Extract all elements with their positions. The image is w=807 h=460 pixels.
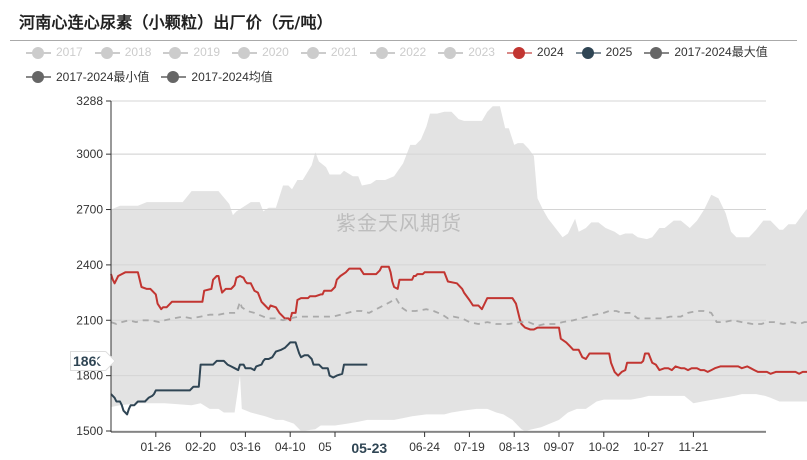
legend-label: 2021 (330, 45, 358, 59)
legend-marker-icon (26, 46, 51, 60)
legend-marker-icon (161, 70, 187, 84)
legend-marker-icon (575, 46, 601, 60)
legend-label: 2020 (262, 45, 289, 59)
legend-label: 2017-2024最大值 (674, 45, 768, 59)
watermark: 紫金天风期货 (336, 213, 462, 235)
legend-label: 2017-2024均值 (191, 69, 273, 84)
legend-item-2017-2024最大值[interactable]: 2017-2024最大值 (644, 42, 768, 63)
x-tick-label: 02-20 (185, 440, 216, 454)
title-divider (10, 40, 797, 41)
legend-item-2017[interactable]: 2017 (26, 42, 83, 63)
y-tick-label: 3000 (76, 147, 103, 161)
legend-marker-icon (26, 70, 51, 84)
legend-label: 2019 (193, 45, 221, 59)
x-tick-label: 01-26 (140, 440, 171, 454)
legend-item-2017-2024均值[interactable]: 2017-2024均值 (161, 67, 273, 88)
x-tick-label: 07-19 (454, 440, 485, 454)
legend-item-2024[interactable]: 2024 (506, 42, 564, 63)
legend-item-2021[interactable]: 2021 (300, 42, 358, 63)
legend-label: 2017 (56, 45, 83, 59)
legend-item-2017-2024最小值[interactable]: 2017-2024最小值 (26, 67, 149, 88)
legend-item-2020[interactable]: 2020 (232, 42, 289, 63)
legend-label: 2023 (468, 45, 495, 59)
legend-label: 2018 (124, 45, 152, 59)
y-tick-label: 2700 (76, 203, 103, 217)
legend-item-2023[interactable]: 2023 (438, 42, 495, 63)
series-line-2024[interactable] (110, 265, 807, 396)
legend-marker-icon (438, 46, 464, 60)
x-tick-label: 03-16 (230, 440, 261, 454)
y-tick-label: 2100 (76, 313, 103, 327)
chart-legend: 2017 2018 2019 2020 2021 2022 2023 2024 2025 2017… (26, 42, 806, 91)
series-line-2025[interactable] (110, 341, 368, 416)
legend-item-2018[interactable]: 2018 (94, 42, 152, 63)
legend-marker-icon (369, 46, 395, 60)
legend-label: 2022 (399, 45, 427, 59)
legend-marker-icon (163, 46, 189, 60)
x-tick-label: 05 (318, 440, 332, 454)
legend-marker-icon (506, 46, 532, 60)
legend-marker-icon (644, 46, 670, 60)
legend-item-2025[interactable]: 2025 (575, 42, 633, 63)
legend-marker-icon (232, 46, 258, 60)
y-tick-label: 1500 (76, 424, 103, 438)
x-tick-label: 06-24 (409, 440, 440, 454)
legend-label: 2025 (605, 45, 633, 59)
x-tick-label: 09-07 (544, 440, 575, 454)
y-tick-label: 1800 (76, 369, 103, 383)
legend-marker-icon (300, 46, 326, 60)
y-tick-label: 3288 (76, 94, 103, 108)
y-tick-label: 2400 (76, 258, 103, 272)
chart-title: 河南心连心尿素（小颗粒）出厂价（元/吨） (19, 13, 333, 32)
x-tick-label: 11-21 (678, 440, 708, 454)
legend-item-2019[interactable]: 2019 (163, 42, 220, 63)
x-tick-label: 10-27 (633, 440, 664, 454)
x-axis-pointer-label: 05-23 (351, 440, 387, 456)
y-axis-pointer-label: 1860 (70, 351, 107, 371)
legend-label: 2024 (536, 45, 564, 59)
series-line-2017-2024均值[interactable] (110, 297, 807, 327)
legend-label: 2017-2024最小值 (56, 69, 150, 84)
legend-marker-icon (94, 46, 120, 60)
x-tick-label: 04-10 (275, 440, 306, 454)
x-tick-label: 08-13 (499, 440, 530, 454)
legend-item-2022[interactable]: 2022 (369, 42, 427, 63)
max-min-band (111, 106, 807, 431)
x-tick-label: 10-02 (588, 440, 619, 454)
